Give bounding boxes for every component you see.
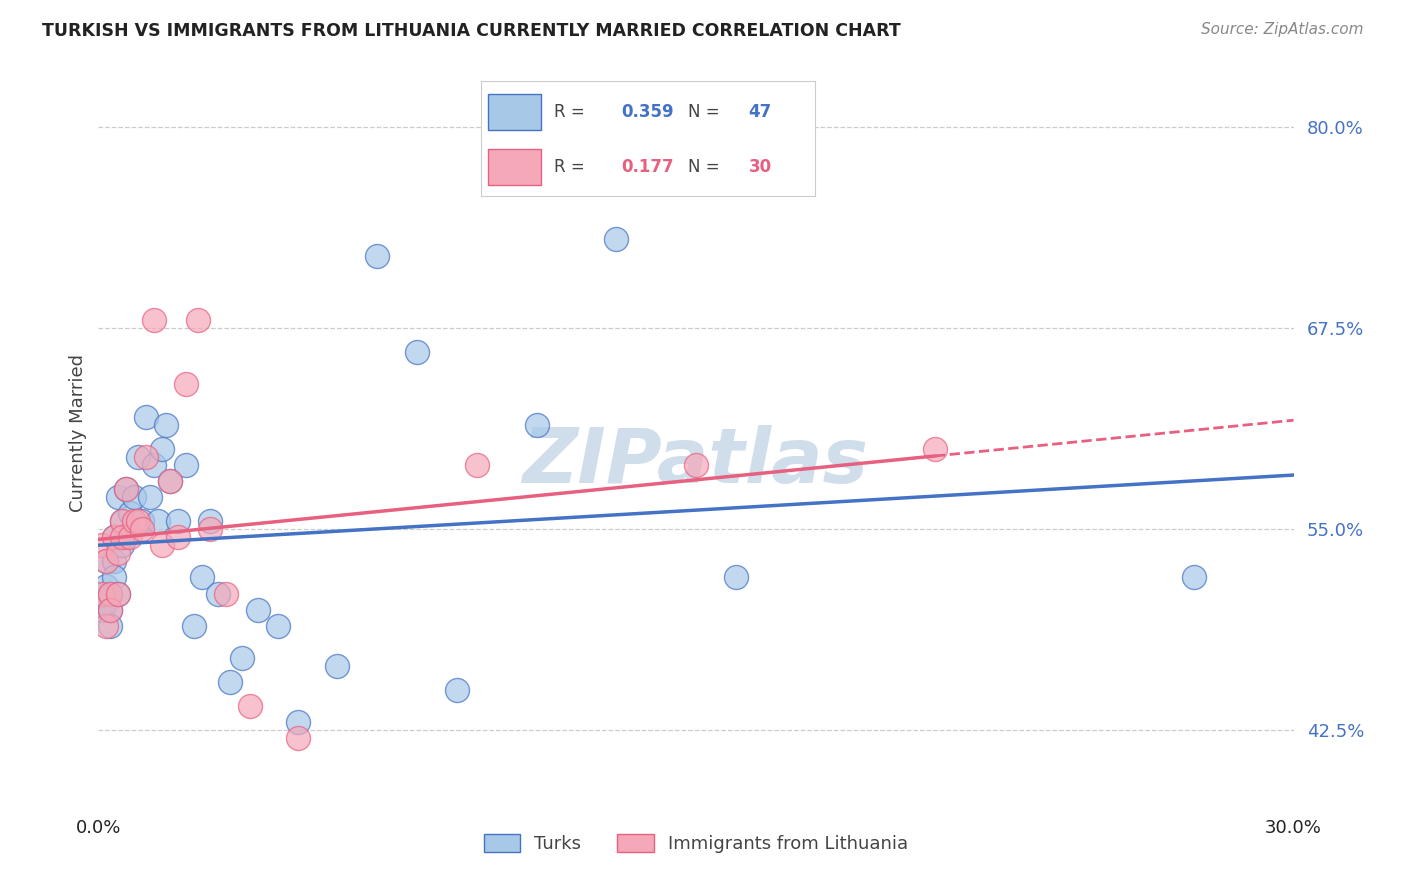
Text: Source: ZipAtlas.com: Source: ZipAtlas.com xyxy=(1201,22,1364,37)
Point xyxy=(215,586,238,600)
Point xyxy=(107,490,129,504)
Point xyxy=(91,586,114,600)
Text: TURKISH VS IMMIGRANTS FROM LITHUANIA CURRENTLY MARRIED CORRELATION CHART: TURKISH VS IMMIGRANTS FROM LITHUANIA CUR… xyxy=(42,22,901,40)
Legend: Turks, Immigrants from Lithuania: Turks, Immigrants from Lithuania xyxy=(477,827,915,861)
Point xyxy=(924,442,946,456)
Point xyxy=(91,538,114,552)
Point xyxy=(107,586,129,600)
Point xyxy=(143,458,166,472)
Point xyxy=(239,699,262,714)
Point xyxy=(120,506,142,520)
Point xyxy=(98,602,122,616)
Point xyxy=(187,313,209,327)
Point xyxy=(198,514,221,528)
Point xyxy=(98,602,122,616)
Point xyxy=(115,530,138,544)
Point xyxy=(148,514,170,528)
Point xyxy=(124,490,146,504)
Point xyxy=(150,538,173,552)
Text: ZIPatlas: ZIPatlas xyxy=(523,425,869,500)
Point xyxy=(406,345,429,359)
Point xyxy=(96,578,118,592)
Point xyxy=(131,522,153,536)
Point xyxy=(326,659,349,673)
Point xyxy=(111,514,134,528)
Point xyxy=(111,538,134,552)
Point xyxy=(98,586,122,600)
Point xyxy=(103,570,125,584)
Point xyxy=(366,249,388,263)
Point xyxy=(131,514,153,528)
Point xyxy=(159,474,181,488)
Point xyxy=(98,619,122,633)
Point xyxy=(103,530,125,544)
Point xyxy=(115,482,138,496)
Point xyxy=(526,417,548,432)
Point xyxy=(103,530,125,544)
Point xyxy=(159,474,181,488)
Point xyxy=(267,619,290,633)
Point xyxy=(135,409,157,424)
Point xyxy=(287,715,309,730)
Point xyxy=(98,586,122,600)
Point xyxy=(127,514,149,528)
Y-axis label: Currently Married: Currently Married xyxy=(69,353,87,512)
Point xyxy=(246,602,269,616)
Point xyxy=(174,458,197,472)
Point xyxy=(103,554,125,568)
Point xyxy=(167,514,190,528)
Point xyxy=(96,594,118,608)
Point xyxy=(120,530,142,544)
Point xyxy=(183,619,205,633)
Point xyxy=(465,458,488,472)
Point xyxy=(446,683,468,698)
Point xyxy=(685,458,707,472)
Point xyxy=(127,450,149,464)
Point xyxy=(143,313,166,327)
Point xyxy=(207,586,229,600)
Point xyxy=(219,675,242,690)
Point xyxy=(198,522,221,536)
Point xyxy=(107,586,129,600)
Point xyxy=(96,619,118,633)
Point xyxy=(724,570,747,584)
Point xyxy=(191,570,214,584)
Point xyxy=(91,586,114,600)
Point xyxy=(107,546,129,560)
Point xyxy=(139,490,162,504)
Point xyxy=(96,554,118,568)
Point xyxy=(150,442,173,456)
Point xyxy=(91,602,114,616)
Point xyxy=(124,514,146,528)
Point xyxy=(155,417,177,432)
Point xyxy=(174,377,197,392)
Point xyxy=(111,514,134,528)
Point xyxy=(115,482,138,496)
Point xyxy=(96,554,118,568)
Point xyxy=(111,530,134,544)
Point xyxy=(135,450,157,464)
Point xyxy=(167,530,190,544)
Point xyxy=(605,232,627,246)
Point xyxy=(231,651,253,665)
Point xyxy=(287,731,309,746)
Point xyxy=(1182,570,1205,584)
